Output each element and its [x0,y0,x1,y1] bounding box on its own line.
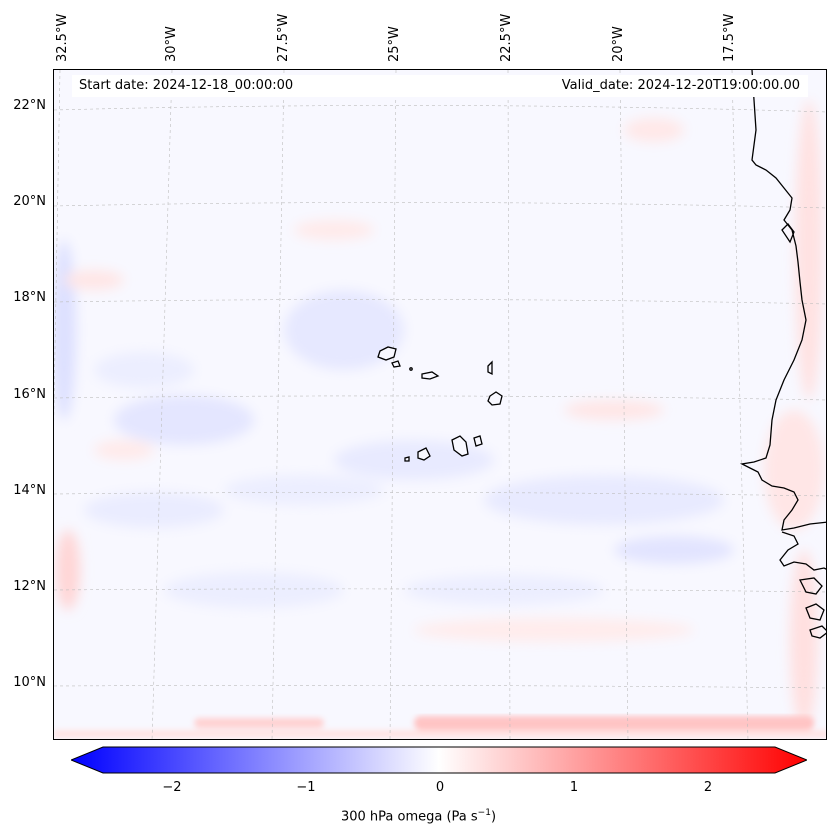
island-sao-nicolau [421,371,440,380]
island-sao-vicente [391,360,401,368]
colorbar-tick: 1 [569,780,579,795]
lon-label: 25°W [387,26,402,62]
colorbar-title-text: 300 hPa omega (Pa s [340,809,478,825]
lon-label: 27.5°W [276,13,291,62]
coastline [739,70,826,639]
colorbar-ramp [71,746,807,774]
start-date-label: Start date: 2024-12-18_00:00:00 [79,78,294,93]
island-sal [487,360,493,376]
colorbar-title-exponent: −1 [477,808,491,818]
lat-label: 14°N [13,483,46,498]
island-santo-antao [377,346,397,361]
bottom-boundary-band [54,716,826,738]
map-panel: Start date: 2024-12-18_00:00:00 Valid_da… [53,69,827,740]
island-santiago [451,435,469,457]
lat-label: 18°N [13,290,46,305]
colorbar-tick: −2 [162,780,182,795]
island-maio [473,435,483,447]
date-header [72,75,808,97]
graticule [54,70,826,739]
island-brava [404,456,410,462]
lon-label: 20°W [611,26,626,62]
omega-contours [54,100,824,730]
island-fogo [417,447,431,461]
colorbar-tick: −1 [296,780,316,795]
lon-label: 17.5°W [722,13,737,62]
valid-date-label: Valid_date: 2024-12-20T19:00:00.00 [561,78,800,93]
colorbar [71,746,807,774]
lat-label: 12°N [13,579,46,594]
lat-label: 22°N [13,98,46,113]
lon-label: 30°W [164,26,179,62]
colorbar-tick: 2 [703,780,713,795]
lat-label: 20°N [13,194,46,209]
lon-label: 22.5°W [499,13,514,62]
island-santa-luzia [409,367,413,371]
lat-label: 10°N [13,675,46,690]
colorbar-tick: 0 [435,780,445,795]
cape-verde-islands [377,346,503,462]
lat-label: 16°N [13,387,46,402]
colorbar-title-end: ) [490,809,497,825]
island-boa-vista [487,391,503,406]
lon-label: 32.5°W [55,13,70,62]
colorbar-title: 300 hPa omega (Pa s−1) [0,808,837,824]
omega-field-map [54,70,826,739]
